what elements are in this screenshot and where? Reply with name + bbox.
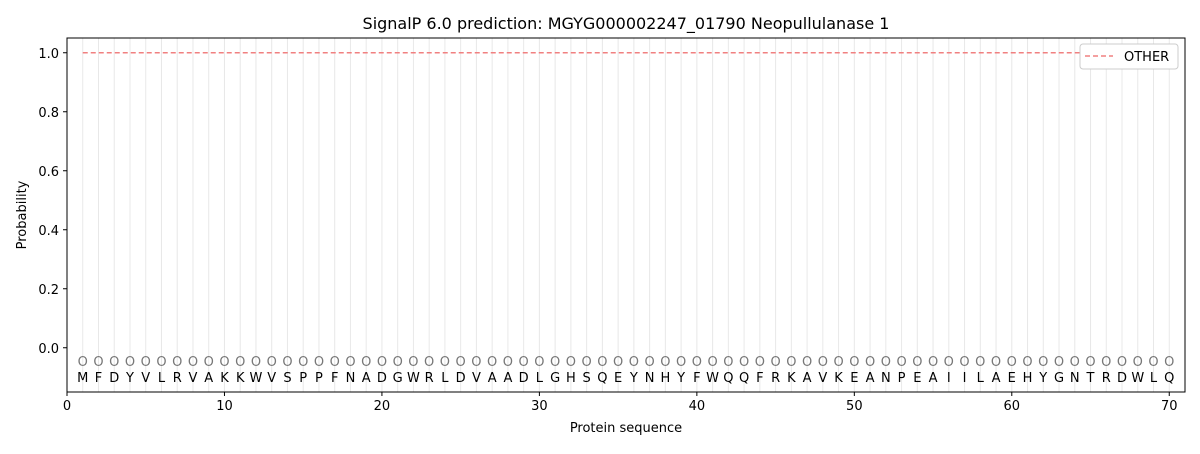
residue-label: A [204, 371, 213, 386]
residue-label: A [488, 371, 497, 386]
residue-label: Y [629, 371, 638, 386]
residue-label: K [787, 371, 796, 386]
residue-label: W [407, 371, 420, 386]
residue-label: R [1102, 371, 1111, 386]
residue-label: G [1054, 371, 1064, 386]
residue-label: M [77, 371, 88, 386]
residue-label: W [250, 371, 263, 386]
chart-title: SignalP 6.0 prediction: MGYG000002247_01… [363, 14, 890, 34]
y-axis-label: Probability [15, 180, 30, 249]
residue-label: Y [1038, 371, 1047, 386]
residue-label: P [299, 371, 307, 386]
residue-label: F [693, 371, 700, 386]
x-tick-label: 70 [1161, 399, 1178, 414]
x-tick-label: 60 [1004, 399, 1021, 414]
y-axis: 0.0 0.2 0.4 0.6 0.8 1.0 [38, 47, 67, 357]
residue-label: W [706, 371, 719, 386]
residue-label: V [472, 371, 481, 386]
residue-label: N [645, 371, 655, 386]
x-tick-label: 50 [846, 399, 863, 414]
residue-label: I [947, 371, 951, 386]
residue-label: H [1023, 371, 1033, 386]
residue-label: K [834, 371, 843, 386]
residue-label: W [1131, 371, 1144, 386]
x-axis: 0 10 20 30 40 50 60 70 [63, 392, 1178, 414]
residue-label: A [503, 371, 512, 386]
residue-label: K [220, 371, 229, 386]
residue-label: L [158, 371, 166, 386]
residue-label: Y [125, 371, 134, 386]
residue-label: K [236, 371, 245, 386]
residue-label: G [550, 371, 560, 386]
residue-label: Q [739, 371, 749, 386]
y-tick-label: 0.2 [38, 283, 59, 298]
residue-label: T [1086, 371, 1095, 386]
residue-label: Q [723, 371, 733, 386]
residue-label: Q [1164, 371, 1174, 386]
residue-label: A [992, 371, 1001, 386]
legend-label-other: OTHER [1124, 50, 1169, 65]
residue-label: N [881, 371, 891, 386]
residue-label: V [818, 371, 827, 386]
legend-box [1079, 43, 1179, 70]
residue-label: G [393, 371, 403, 386]
residue-label: A [866, 371, 875, 386]
residue-label: H [660, 371, 670, 386]
residue-label: A [803, 371, 812, 386]
residue-label: F [756, 371, 763, 386]
residue-label: Q [597, 371, 607, 386]
residue-label: P [315, 371, 323, 386]
residue-label: S [583, 371, 591, 386]
y-tick-label: 0.0 [38, 342, 59, 357]
x-tick-label: 30 [531, 399, 548, 414]
residue-label: E [614, 371, 622, 386]
x-tick-label: 0 [63, 399, 71, 414]
residue-label: S [283, 371, 291, 386]
residue-label: Y [676, 371, 685, 386]
residue-label: D [109, 371, 119, 386]
x-axis-label: Protein sequence [570, 421, 682, 436]
residue-label: H [566, 371, 576, 386]
residue-label: D [456, 371, 466, 386]
residue-label: R [173, 371, 182, 386]
residue-label: N [1070, 371, 1080, 386]
predicted-labels: OOOOOOOOOOOOOOOOOOOOOOOOOOOOOOOOOOOOOOOO… [78, 355, 1175, 370]
residue-label: V [189, 371, 198, 386]
residue-label: A [362, 371, 371, 386]
residue-label: N [346, 371, 356, 386]
y-tick-label: 0.6 [38, 165, 59, 180]
residue-label: D [519, 371, 529, 386]
residue-label: I [963, 371, 967, 386]
residue-label: P [898, 371, 906, 386]
y-tick-label: 0.4 [38, 224, 59, 239]
residue-label: F [95, 371, 102, 386]
residue-label: D [377, 371, 387, 386]
x-tick-label: 20 [374, 399, 391, 414]
residue-label: F [331, 371, 338, 386]
marks: OOOOOOOOOOOOOOOOOOOOOOOOOOOOOOOOOOOOOOOO… [77, 52, 1175, 386]
residue-label: R [771, 371, 780, 386]
residue-label: V [141, 371, 150, 386]
x-tick-label: 40 [689, 399, 706, 414]
legend: OTHER [1079, 43, 1179, 70]
residue-label: R [425, 371, 434, 386]
residue-label: E [1008, 371, 1016, 386]
residue-label: L [441, 371, 449, 386]
plot-frame [66, 37, 1186, 393]
grid [82, 38, 1170, 392]
residue-label: V [267, 371, 276, 386]
residue-label: L [1150, 371, 1158, 386]
y-tick-label: 1.0 [38, 47, 59, 62]
x-tick-label: 10 [216, 399, 233, 414]
residue-label: E [913, 371, 921, 386]
residue-label: A [929, 371, 938, 386]
y-tick-label: 0.8 [38, 106, 59, 121]
residue-label: E [850, 371, 858, 386]
residue-label: L [977, 371, 985, 386]
residue-label: D [1117, 371, 1127, 386]
residue-label: L [536, 371, 544, 386]
